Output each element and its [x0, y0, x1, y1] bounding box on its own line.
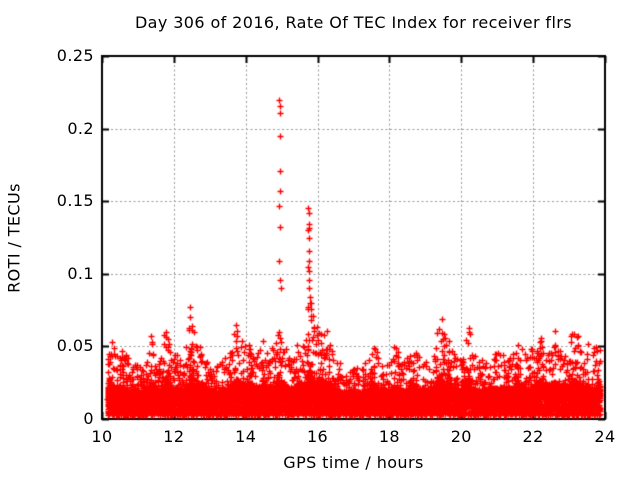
x-tick-label: 12: [163, 427, 185, 446]
y-tick-label: 0: [83, 409, 94, 428]
y-tick-label: 0.2: [67, 118, 94, 138]
y-tick-label: 0.25: [56, 46, 94, 65]
chart-title: Day 306 of 2016, Rate Of TEC Index for r…: [134, 13, 573, 32]
x-axis-label: GPS time / hours: [283, 453, 424, 472]
x-tick-label: 14: [235, 427, 257, 446]
x-tick-label: 10: [91, 427, 113, 446]
x-tick-label: 18: [378, 427, 400, 446]
x-tick-label: 24: [594, 427, 616, 446]
x-tick-label: 20: [450, 427, 472, 446]
y-tick-label: 0.15: [56, 191, 94, 211]
x-tick-label: 16: [306, 427, 329, 446]
x-tick-label: 22: [522, 427, 544, 446]
y-tick-label: 0.05: [56, 336, 94, 356]
y-tick-label: 0.1: [67, 263, 94, 283]
